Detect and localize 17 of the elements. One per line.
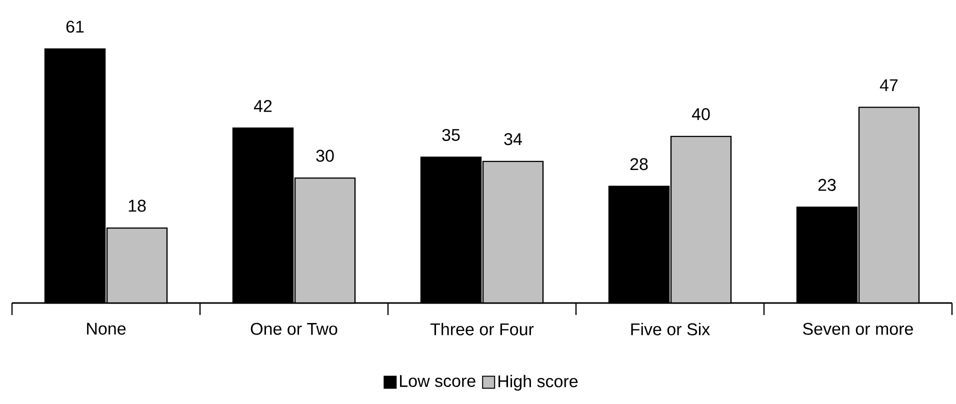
x-tick-label: Seven or more (803, 322, 913, 335)
x-tick-label: Three or Four (430, 322, 534, 336)
data-label: 23 (818, 178, 836, 191)
data-label: 35 (442, 128, 460, 141)
x-tick-label: None (87, 322, 126, 335)
data-label: 28 (630, 158, 648, 170)
x-tick-label: Five or Six (631, 322, 710, 336)
data-label: 61 (66, 20, 84, 33)
data-label: 47 (880, 79, 898, 92)
data-label: 18 (128, 200, 146, 212)
legend-label: Low score (400, 375, 476, 387)
data-label: 34 (504, 133, 522, 146)
data-label: 30 (316, 150, 334, 162)
x-tick-label: One or Two (250, 322, 338, 335)
legend-label: High score (498, 374, 578, 391)
data-label: 42 (254, 100, 272, 112)
data-label: 40 (692, 108, 710, 120)
